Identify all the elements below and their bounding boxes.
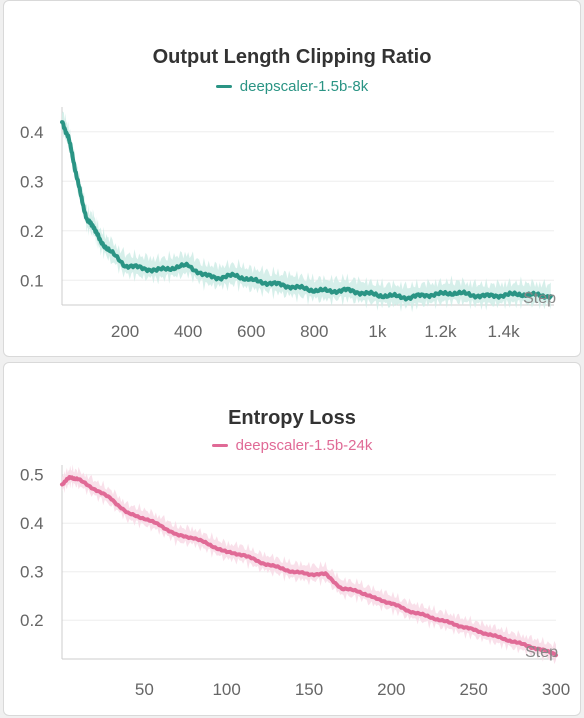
x-tick-label: 50 (135, 680, 154, 699)
line-chart-entropy-loss[interactable]: 0.2 0.3 0.4 0.5 50 100 150 200 250 300 Step (4, 459, 580, 709)
chart-legend[interactable]: deepscaler-1.5b-8k (4, 78, 580, 95)
x-tick-label: 100 (212, 680, 240, 699)
x-axis-label: Step (525, 644, 558, 661)
y-tick-label: 0.2 (20, 611, 44, 630)
x-tick-label: 1.2k (424, 322, 457, 341)
x-tick-label: 600 (237, 322, 265, 341)
series-variance-band (62, 464, 556, 665)
legend-swatch (215, 84, 232, 88)
chart-title: Entropy Loss (228, 407, 356, 429)
chart-legend[interactable]: deepscaler-1.5b-24k (4, 437, 580, 454)
x-tick-label: 200 (377, 680, 405, 699)
x-tick-label: 300 (542, 680, 570, 699)
y-tick-label: 0.1 (20, 271, 44, 290)
series-line (60, 120, 553, 302)
x-tick-label: 200 (111, 322, 139, 341)
x-tick-label: 1.4k (487, 322, 520, 341)
y-tick-label: 0.3 (20, 563, 44, 582)
chart-panel-entropy-loss: Entropy Loss deepscaler-1.5b-24k 0.2 0.3 0… (3, 362, 581, 716)
x-tick-label: 150 (295, 680, 323, 699)
legend-label: deepscaler-1.5b-24k (235, 437, 373, 454)
x-tick-label: 800 (300, 322, 328, 341)
y-tick-label: 0.4 (20, 123, 44, 142)
y-tick-label: 0.4 (20, 514, 44, 533)
x-tick-label: 250 (459, 680, 487, 699)
chart-panel-clipping-ratio: Output Length Clipping Ratio deepscaler-… (3, 0, 581, 357)
x-tick-label: 400 (174, 322, 202, 341)
series-variance-band (62, 111, 551, 313)
x-axis-label: Step (523, 290, 556, 307)
y-tick-label: 0.3 (20, 172, 44, 191)
legend-swatch (211, 443, 228, 447)
y-tick-label: 0.2 (20, 222, 44, 241)
x-tick-label: 1k (368, 322, 386, 341)
series-line (60, 475, 558, 658)
legend-label: deepscaler-1.5b-8k (239, 78, 369, 95)
y-tick-label: 0.5 (20, 466, 44, 485)
chart-title: Output Length Clipping Ratio (152, 46, 432, 68)
